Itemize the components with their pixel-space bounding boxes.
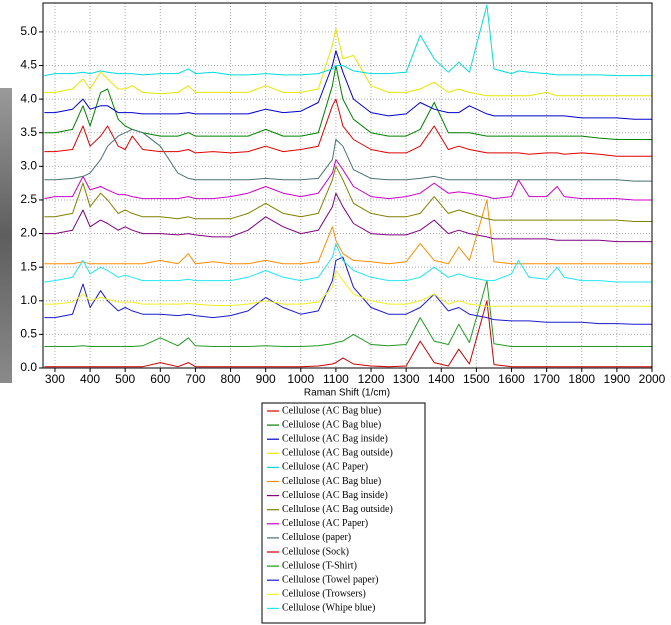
spectrum-line: [44, 28, 652, 97]
spectrum-line: [44, 192, 652, 243]
y-tick-label: 1.5: [20, 259, 37, 273]
x-tick-label: 1200: [358, 372, 385, 386]
lines: [44, 4, 652, 368]
spectrum-line: [44, 300, 652, 368]
y-tick-label: 5.0: [20, 24, 37, 38]
spectrum-line: [44, 4, 652, 77]
plot-area: [43, 3, 652, 368]
spectrum-line: [44, 128, 652, 182]
x-tick-label: 300: [45, 372, 65, 386]
x-tick-label: 1900: [604, 372, 631, 386]
legend-label: Cellulose (AC Bag blue): [282, 476, 381, 487]
x-tick-label: 1000: [287, 372, 314, 386]
y-tick-label: 2.0: [20, 226, 37, 240]
y-tick-label: 0.0: [20, 360, 37, 374]
spectrum-line: [44, 256, 652, 325]
ticks: 0.0 0.5 1.0 1.5 2.0 2.5 3.0 3.5 4.0 4.5 5.0 300 400 5…: [20, 24, 665, 386]
legend-label: Cellulose (AC Bag inside): [282, 490, 388, 501]
legend-label: Cellulose (AC Bag inside): [282, 433, 388, 444]
y-tick-label: 1.0: [20, 293, 37, 307]
legend-label: Cellulose (AC Bag blue): [282, 419, 381, 430]
background-photo: [0, 88, 12, 383]
spectrum-line: [44, 270, 652, 307]
x-tick-label: 1300: [393, 372, 420, 386]
y-tick-label: 0.5: [20, 327, 37, 341]
legend-label: Cellulose (paper): [282, 532, 351, 543]
x-tick-label: 1500: [463, 372, 490, 386]
spectrum-line: [44, 280, 652, 347]
x-axis-label: Raman Shift (1/cm): [304, 388, 390, 399]
x-tick-label: 500: [115, 372, 135, 386]
x-tick-label: 600: [150, 372, 170, 386]
y-tick-label: 4.0: [20, 91, 37, 105]
x-tick-label: 900: [256, 372, 276, 386]
spectrum-line: [44, 165, 652, 222]
legend-label: Cellulose (AC Paper): [282, 462, 368, 473]
x-tick-label: 800: [221, 372, 241, 386]
legend-label: Cellulose (T-Shirt): [282, 560, 357, 571]
plot-frame: [42, 2, 653, 369]
legend: [261, 402, 426, 624]
y-tick-label: 3.0: [20, 159, 37, 173]
y-tick-label: 3.5: [20, 125, 37, 139]
legend-label: Cellulose (AC Bag outside): [282, 504, 393, 515]
legend-items: Cellulose (AC Bag blue) Cellulose (AC Bag…: [267, 405, 393, 614]
x-tick-label: 1600: [498, 372, 525, 386]
x-tick-label: 2000: [639, 372, 666, 386]
y-tick-label: 2.5: [20, 192, 37, 206]
x-tick-label: 1800: [568, 372, 595, 386]
x-tick-label: 700: [185, 372, 205, 386]
spectrum-line: [44, 50, 652, 120]
legend-label: Cellulose (Towel paper): [282, 574, 379, 585]
x-tick-label: 400: [80, 372, 100, 386]
spectrum-line: [44, 159, 652, 201]
x-tick-label: 1700: [533, 372, 560, 386]
legend-label: Cellulose (Trowsers): [282, 589, 366, 600]
spectrum-line: [44, 199, 652, 265]
spectrum-line: [44, 98, 652, 157]
legend-label: Cellulose (AC Bag outside): [282, 448, 393, 459]
spectrum-line: [44, 243, 652, 283]
y-tick-label: 4.5: [20, 58, 37, 72]
legend-label: Cellulose (AC Paper): [282, 518, 368, 529]
legend-label: Cellulose (Whipe blue): [282, 603, 375, 614]
legend-label: Cellulose (AC Bag blue): [282, 405, 381, 416]
legend-label: Cellulose (Sock): [282, 546, 349, 557]
x-tick-label: 1100: [323, 372, 349, 386]
x-tick-label: 1400: [428, 372, 455, 386]
